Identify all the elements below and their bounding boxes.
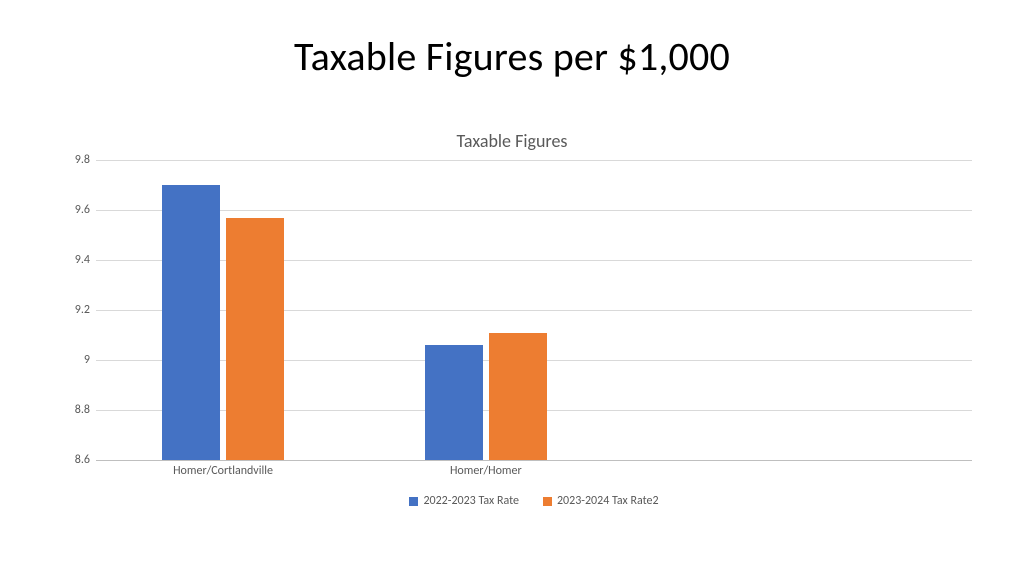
x-axis: Homer/Cortlandville Homer/Homer [96, 464, 972, 484]
y-tick-label: 9 [84, 353, 90, 367]
legend-item: 2022-2023 Tax Rate [409, 494, 519, 508]
x-tick-label: Homer/Cortlandville [173, 464, 273, 478]
legend: 2022-2023 Tax Rate 2023-2024 Tax Rate2 [96, 494, 972, 510]
y-tick-label: 9.2 [75, 303, 90, 317]
plot-area: 8.68.899.29.49.69.8 Homer/CortlandvilleH… [52, 160, 972, 460]
y-axis: 8.68.899.29.49.69.8 [52, 160, 96, 460]
bar [489, 333, 547, 461]
y-tick-label: 8.8 [75, 403, 90, 417]
y-tick-label: 9.6 [75, 203, 90, 217]
legend-label: 2023-2024 Tax Rate2 [557, 494, 659, 508]
bar [162, 185, 220, 460]
bar [425, 345, 483, 460]
x-tick-label: Homer/Homer [450, 464, 522, 478]
bars-layer [96, 160, 972, 460]
slide: Taxable Figures per $1,000 Taxable Figur… [0, 0, 1024, 576]
page-title: Taxable Figures per $1,000 [0, 32, 1024, 81]
chart-area: Taxable Figures 8.6 8.8 9 9.2 9.4 9.6 9.8 Home… [52, 130, 972, 540]
legend-item: 2023-2024 Tax Rate2 [543, 494, 659, 508]
legend-label: 2022-2023 Tax Rate [423, 494, 519, 508]
bar [226, 218, 284, 461]
y-tick-label: 8.6 [75, 453, 90, 467]
legend-swatch [543, 497, 552, 506]
chart-title: Taxable Figures [52, 130, 972, 152]
legend-swatch [409, 497, 418, 506]
y-tick-label: 9.8 [75, 153, 90, 167]
gridline [96, 460, 972, 461]
y-tick-label: 9.4 [75, 253, 90, 267]
